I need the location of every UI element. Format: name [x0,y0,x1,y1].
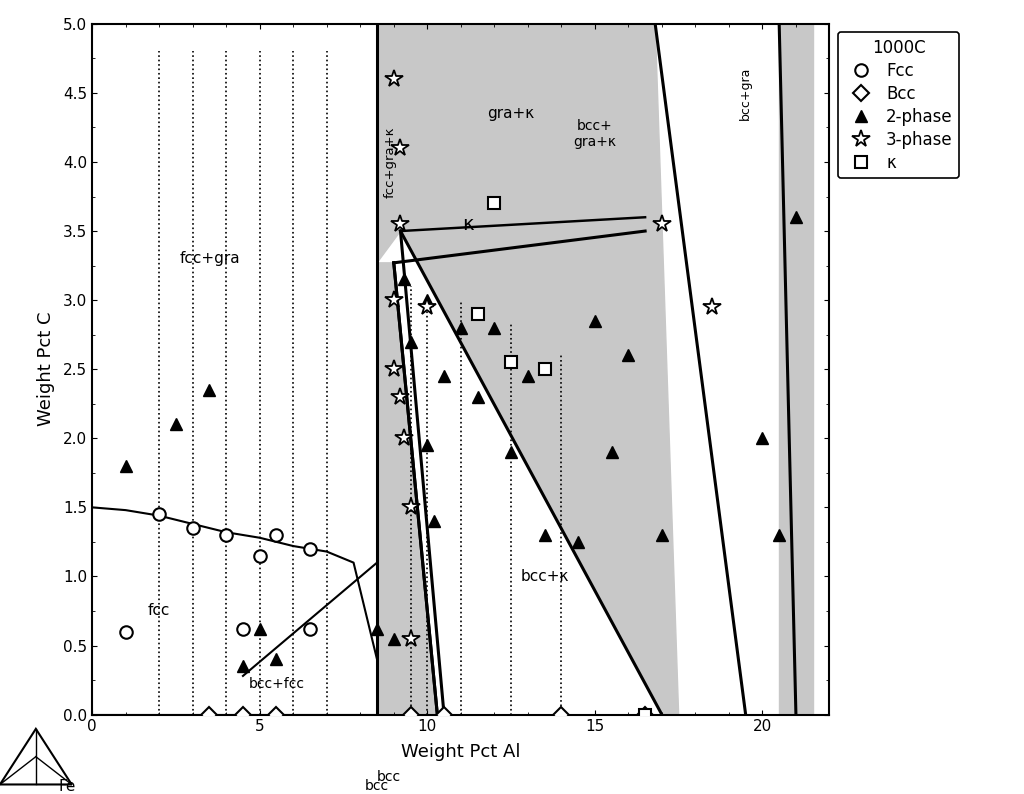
Polygon shape [779,24,813,715]
Text: fcc: fcc [148,603,170,619]
Polygon shape [377,24,400,263]
Text: bcc+fcc: bcc+fcc [249,677,304,692]
X-axis label: Weight Pct Al: Weight Pct Al [401,743,520,761]
Polygon shape [400,24,679,715]
Text: fcc+gra+κ: fcc+gra+κ [384,126,397,198]
Text: bcc+
gra+κ: bcc+ gra+κ [573,119,616,149]
Text: Fe: Fe [58,779,76,794]
Polygon shape [377,263,437,715]
Text: bcc: bcc [377,769,400,784]
Text: bcc+κ: bcc+κ [520,569,568,584]
Text: bcc+gra: bcc+gra [739,66,753,120]
Text: fcc+gra: fcc+gra [179,251,240,266]
Text: bcc: bcc [365,780,389,793]
Legend: Fcc, Bcc, 2-phase, 3-phase, κ: Fcc, Bcc, 2-phase, 3-phase, κ [838,32,959,179]
Y-axis label: Weight Pct C: Weight Pct C [37,312,54,426]
Text: gra+κ: gra+κ [487,106,535,121]
Text: κ: κ [462,214,473,233]
